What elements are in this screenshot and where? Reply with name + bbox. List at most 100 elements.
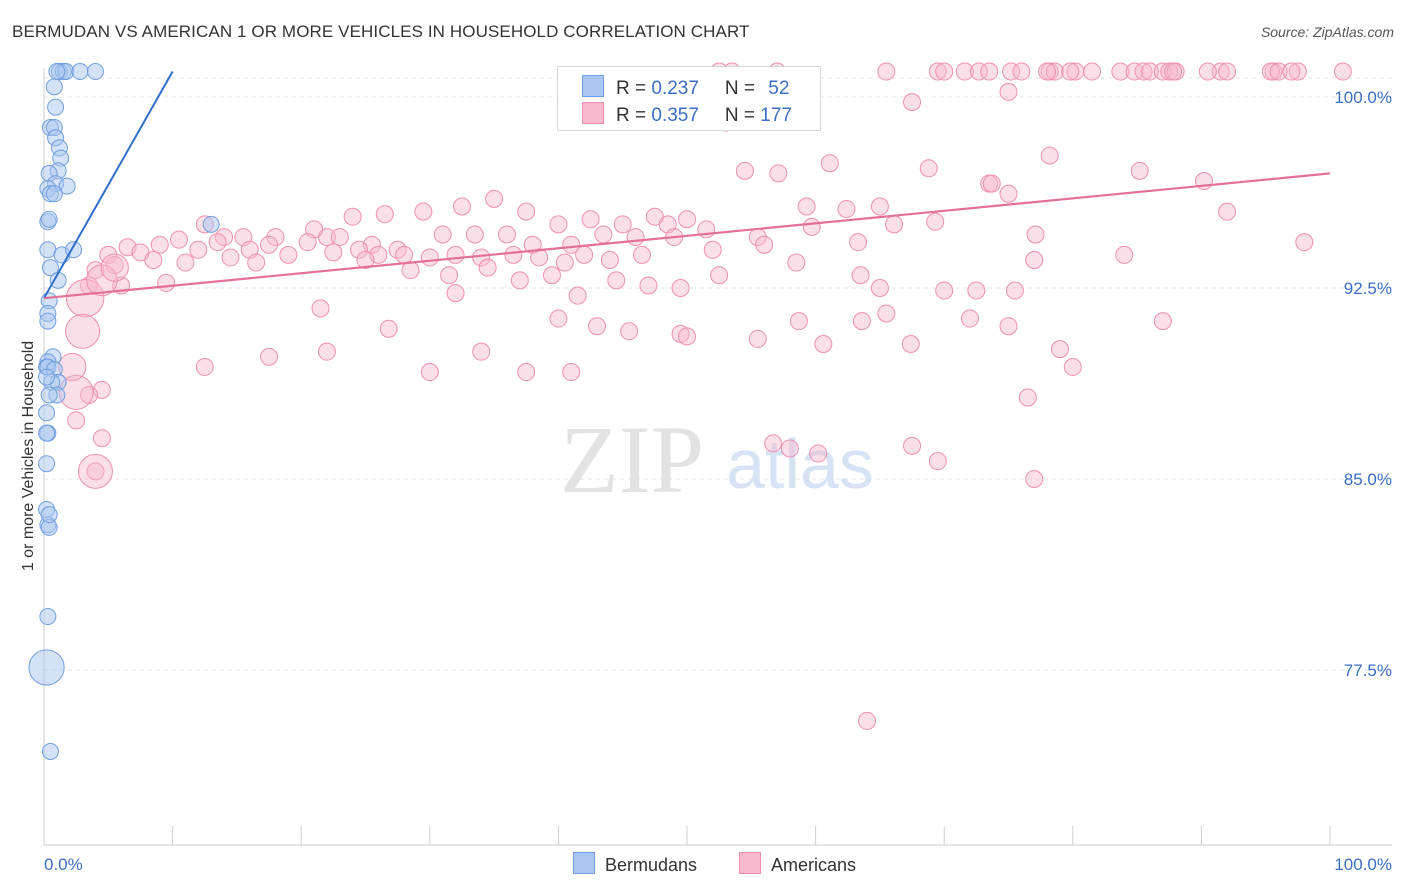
americans-point xyxy=(787,253,806,272)
americans-point xyxy=(1050,340,1069,359)
americans-point xyxy=(877,62,896,81)
americans-point xyxy=(1160,62,1179,81)
americans-point xyxy=(581,210,600,229)
americans-point xyxy=(632,245,651,264)
americans-point xyxy=(517,363,536,382)
bermudans-point xyxy=(40,386,58,404)
americans-point xyxy=(176,253,195,272)
zipatlas-watermark: ZIP atlas xyxy=(560,406,874,513)
legend-r-value: 0.357 xyxy=(651,105,699,126)
americans-point xyxy=(1025,470,1044,488)
bermudans-trend-line xyxy=(43,71,174,299)
americans-points xyxy=(58,62,1352,730)
legend-r-label: R = xyxy=(616,78,652,99)
americans-point xyxy=(1211,62,1230,81)
americans-point xyxy=(809,444,828,463)
americans-point xyxy=(955,62,974,81)
americans-point xyxy=(517,202,536,221)
americans-point xyxy=(587,317,606,336)
americans-point xyxy=(1140,62,1159,81)
americans-point xyxy=(568,286,587,305)
americans-point xyxy=(852,312,871,331)
americans-point xyxy=(678,327,696,346)
americans-point xyxy=(780,439,799,458)
bermudans-point xyxy=(86,63,104,81)
americans-point xyxy=(1333,62,1352,81)
americans-point xyxy=(1288,62,1307,81)
americans-point xyxy=(375,205,394,224)
americans-point xyxy=(221,248,240,267)
americans-point xyxy=(1153,312,1172,331)
legend-row-americans: R = 0.357 N = 177 xyxy=(582,102,792,126)
bermudans-point xyxy=(38,368,56,386)
americans-point xyxy=(549,215,568,234)
americans-point xyxy=(1282,62,1301,81)
bermudans-point xyxy=(39,312,57,330)
americans-point xyxy=(1061,62,1080,81)
americans-point xyxy=(279,245,298,264)
americans-point xyxy=(928,62,947,81)
bermudans-point xyxy=(41,259,59,277)
americans-point xyxy=(260,347,279,366)
americans-point xyxy=(837,200,856,219)
bermudans-point xyxy=(48,63,66,81)
americans-point xyxy=(1218,202,1237,221)
bermudans-point xyxy=(38,424,56,442)
americans-point xyxy=(999,184,1018,203)
bottom-legend-americans: Americans xyxy=(739,852,856,876)
chart-source: Source: ZipAtlas.com xyxy=(1260,24,1394,40)
americans-point xyxy=(343,207,362,226)
americans-point xyxy=(919,159,938,178)
americans-point xyxy=(1269,62,1288,81)
stats-legend: R = 0.237 N = 52 R = 0.357 N = 177 xyxy=(557,66,821,131)
bermudans-points xyxy=(28,63,220,760)
americans-point xyxy=(935,62,954,81)
americans-legend-label: Americans xyxy=(771,855,857,875)
legend-n-value: 177 xyxy=(760,105,792,126)
y-tick-label: 77.5% xyxy=(1344,661,1392,680)
americans-point xyxy=(542,266,561,285)
americans-point xyxy=(208,233,227,252)
americans-point xyxy=(575,245,594,264)
americans-point xyxy=(1040,146,1059,165)
bermudans-point xyxy=(45,78,63,96)
americans-point xyxy=(298,233,317,252)
americans-point xyxy=(1002,62,1021,81)
americans-point xyxy=(802,217,821,236)
americans-point xyxy=(1164,62,1183,81)
americans-point-large xyxy=(100,253,129,282)
legend-r-value: 0.237 xyxy=(651,78,699,99)
americans-point xyxy=(266,228,285,247)
americans-point xyxy=(885,215,904,234)
americans-point-large xyxy=(86,264,118,297)
bermudans-point xyxy=(47,98,65,116)
americans-point xyxy=(420,363,439,382)
grid-lines xyxy=(44,77,1392,671)
americans-point xyxy=(980,62,999,81)
americans-point xyxy=(678,210,696,229)
americans-point xyxy=(433,225,452,244)
americans-point xyxy=(485,189,504,208)
y-tick-label: 92.5% xyxy=(1344,279,1392,298)
americans-point xyxy=(594,225,613,244)
americans-point xyxy=(999,317,1018,336)
americans-point xyxy=(86,261,105,280)
bermudans-point xyxy=(41,742,59,760)
americans-point xyxy=(1005,281,1024,300)
americans-point xyxy=(935,281,954,300)
americans-point xyxy=(472,342,491,361)
bermudans-point xyxy=(38,404,56,422)
americans-point xyxy=(967,281,986,300)
americans-point xyxy=(150,235,169,254)
americans-point xyxy=(260,235,279,254)
americans-point xyxy=(170,230,189,249)
americans-point xyxy=(452,197,471,216)
americans-point-large xyxy=(77,453,113,489)
x-ticks xyxy=(43,826,1331,845)
americans-point xyxy=(1012,62,1031,81)
americans-point xyxy=(764,434,783,453)
americans-point xyxy=(1063,357,1082,376)
americans-point xyxy=(960,309,979,328)
americans-point xyxy=(849,233,868,252)
americans-point xyxy=(671,279,690,297)
